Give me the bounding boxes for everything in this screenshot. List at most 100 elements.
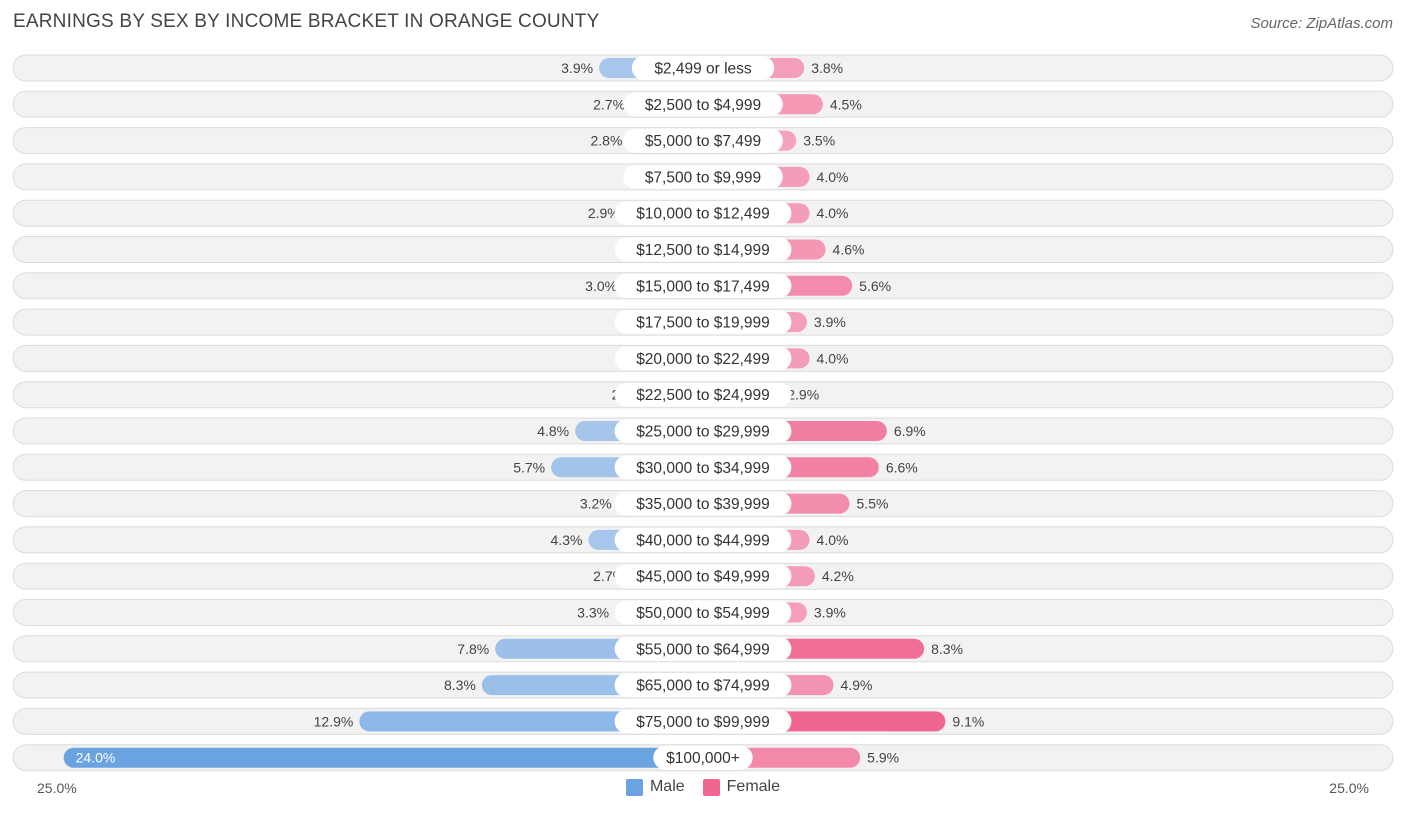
category-pill bbox=[614, 564, 792, 589]
category-pill bbox=[614, 273, 792, 298]
category-label: $15,000 to $17,499 bbox=[636, 278, 770, 295]
category-pill bbox=[614, 237, 792, 262]
chart-row: 2.7% 4.2%$45,000 to $49,999 bbox=[12, 562, 1394, 590]
category-label: $20,000 to $22,499 bbox=[636, 351, 770, 368]
legend-label-male: Male bbox=[649, 778, 685, 795]
chart-row: 1.4%4.0%$7,500 to $9,999 bbox=[12, 163, 1394, 191]
chart-row: 2.8% 3.5% $5,000 to $7,499 bbox=[12, 127, 1394, 155]
male-value-label: 7.8% bbox=[457, 641, 489, 657]
chart-row: 2.0%2.9%$22,500 to $24,999 bbox=[12, 381, 1394, 409]
female-value-label: 3.9% bbox=[814, 314, 846, 330]
category-label: $5,000 to $7,499 bbox=[645, 133, 761, 150]
male-value-label: 4.3% bbox=[551, 532, 583, 548]
female-value-label: 4.9% bbox=[841, 677, 873, 693]
male-value-label: 3.3% bbox=[577, 605, 609, 621]
category-label: $45,000 to $49,999 bbox=[636, 569, 770, 586]
category-pill bbox=[614, 310, 792, 335]
chart-row: 8.3% 4.9% $65,000 to $74,999 bbox=[12, 671, 1394, 699]
chart-row: 4.8% 6.9% $25,000 to $29,999 bbox=[12, 417, 1394, 445]
category-pill bbox=[614, 382, 792, 407]
male-value-label: 5.7% bbox=[513, 459, 545, 475]
category-label: $22,500 to $24,999 bbox=[636, 387, 770, 404]
male-value-label: 2.9% bbox=[588, 205, 620, 221]
category-pill bbox=[623, 164, 783, 189]
female-value-label: 4.0% bbox=[817, 169, 849, 185]
category-pill bbox=[614, 527, 792, 552]
source-credit: Source: ZipAtlas.com bbox=[1250, 15, 1393, 32]
female-value-label: 2.9% bbox=[787, 387, 819, 403]
legend-label-female: Female bbox=[726, 778, 781, 795]
female-value-label: 3.5% bbox=[803, 133, 835, 149]
axis-max-label: 25.0% bbox=[1329, 780, 1369, 796]
legend-swatch-male bbox=[625, 778, 643, 796]
chart-row: 7.8% 8.3% $55,000 to $64,999 bbox=[12, 635, 1394, 663]
category-label: $65,000 to $74,999 bbox=[636, 678, 770, 695]
chart-row: 12.9% 9.1% $75,000 to $99,999 bbox=[12, 707, 1394, 735]
female-value-label: 4.5% bbox=[830, 96, 862, 112]
axis-min-label: 25.0% bbox=[37, 780, 77, 796]
category-label: $35,000 to $39,999 bbox=[636, 496, 770, 513]
chart-row: 1.7%4.0%$20,000 to $22,499 bbox=[12, 344, 1394, 372]
male-value-label: 12.9% bbox=[314, 713, 354, 729]
category-label: $30,000 to $34,999 bbox=[636, 460, 770, 477]
male-value-label: 3.0% bbox=[585, 278, 617, 294]
category-pill bbox=[614, 455, 792, 480]
category-pill bbox=[631, 56, 775, 80]
male-bar bbox=[63, 747, 703, 768]
chart-row: 3.0% 5.6% $15,000 to $17,499 bbox=[12, 272, 1394, 300]
legend-swatch-female bbox=[702, 778, 720, 796]
female-value-label: 4.0% bbox=[817, 350, 849, 366]
category-label: $2,500 to $4,999 bbox=[645, 97, 761, 114]
category-label: $40,000 to $44,999 bbox=[636, 532, 770, 549]
category-label: $55,000 to $64,999 bbox=[636, 641, 770, 658]
female-value-label: 6.9% bbox=[894, 423, 926, 439]
category-label: $50,000 to $54,999 bbox=[636, 605, 770, 622]
male-value-label: 8.3% bbox=[444, 677, 476, 693]
female-value-label: 5.5% bbox=[857, 496, 889, 512]
chart-row: 4.3% 4.0% $40,000 to $44,999 bbox=[12, 526, 1394, 554]
chart-row: 24.0% 5.9% $100,000+ bbox=[12, 744, 1394, 772]
category-pill bbox=[623, 128, 783, 153]
category-pill bbox=[614, 636, 792, 661]
female-value-label: 8.3% bbox=[931, 641, 963, 657]
category-label: $12,500 to $14,999 bbox=[636, 242, 770, 259]
male-value-label: 2.8% bbox=[590, 133, 622, 149]
female-value-label: 4.0% bbox=[817, 205, 849, 221]
category-label: $17,500 to $19,999 bbox=[636, 315, 770, 332]
category-label: $2,499 or less bbox=[654, 61, 752, 78]
female-value-label: 5.6% bbox=[859, 278, 891, 294]
category-label: $25,000 to $29,999 bbox=[636, 424, 770, 441]
category-pill bbox=[614, 346, 792, 371]
chart-row: 3.3% 3.9% $50,000 to $54,999 bbox=[12, 599, 1394, 626]
category-pill bbox=[614, 673, 792, 698]
category-label: $7,500 to $9,999 bbox=[645, 169, 761, 186]
chart-row: 5.7% 6.6% $30,000 to $34,999 bbox=[12, 453, 1394, 481]
chart-row: 3.9% 3.8% $2,499 or less bbox=[12, 54, 1394, 82]
male-value-label: 4.8% bbox=[537, 423, 569, 439]
female-value-label: 4.2% bbox=[822, 568, 854, 584]
category-pill bbox=[614, 709, 792, 734]
category-pill bbox=[623, 92, 783, 117]
category-pill bbox=[614, 201, 792, 226]
male-value-label: 3.2% bbox=[580, 496, 612, 512]
chart-row: 1.1%3.9%$17,500 to $19,999 bbox=[12, 308, 1394, 336]
female-value-label: 4.0% bbox=[817, 532, 849, 548]
bar-chart: 3.9% 3.8% $2,499 or less 2.7% 4.5% $2,500 to … bbox=[12, 54, 1394, 772]
female-value-label: 6.6% bbox=[886, 459, 918, 475]
category-label: $10,000 to $12,499 bbox=[636, 206, 770, 223]
chart-row: 1.6%4.6%$12,500 to $14,999 bbox=[12, 236, 1394, 263]
category-pill bbox=[614, 491, 792, 516]
chart-row: 2.7% 4.5% $2,500 to $4,999 bbox=[12, 90, 1394, 118]
chart-row: 2.9% 4.0% $10,000 to $12,499 bbox=[12, 199, 1394, 227]
legend-item-female[interactable]: Female bbox=[702, 778, 781, 796]
male-value-label: 3.9% bbox=[561, 60, 593, 76]
female-value-label: 3.8% bbox=[811, 60, 843, 76]
chart-row: 3.2% 5.5% $35,000 to $39,999 bbox=[12, 490, 1394, 518]
category-pill bbox=[614, 419, 792, 443]
female-value-label: 4.6% bbox=[833, 242, 865, 258]
category-pill bbox=[653, 745, 753, 770]
legend-item-male[interactable]: Male bbox=[625, 778, 685, 796]
female-value-label: 3.9% bbox=[814, 605, 846, 621]
female-value-label: 5.9% bbox=[867, 750, 899, 766]
category-pill bbox=[614, 600, 792, 625]
